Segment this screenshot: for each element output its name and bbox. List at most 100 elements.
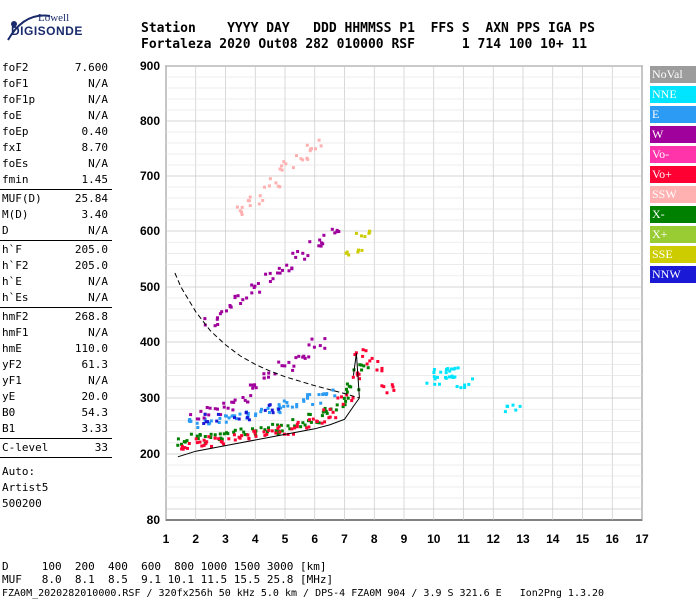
echo-point [335,230,339,234]
echo-point [258,194,262,198]
x-tick-label: 6 [311,532,318,546]
echo-point [259,410,263,414]
param-row: M(D) 3.40 [0,207,114,223]
echo-point [287,360,291,364]
echo-point [254,433,258,437]
echo-point [365,362,369,366]
echo-point [295,422,299,426]
echo-point [277,403,281,407]
echo-point [432,375,436,379]
echo-point [235,417,238,421]
x-axis-ticks: 1 2 3 4 5 6 7 8 9 10 11 12 13 14 15 16 17 [163,532,649,546]
echo-point [278,430,282,434]
echo-point [197,417,201,421]
echo-point [288,427,292,431]
echo-point [391,385,395,389]
echo-point [433,377,437,381]
param-value: 33 [94,441,108,454]
echo-point [346,396,350,400]
param-row: foF2 7.600 [0,60,114,76]
echo-point [198,440,202,444]
echo-point [258,290,262,294]
param-row: fxI 8.70 [0,140,114,156]
echo-point [433,382,437,386]
x-tick-label: 3 [222,532,229,546]
echo-point [268,280,272,283]
echo-point [225,309,228,313]
echo-point [380,384,384,388]
param-name: fmin [2,173,29,186]
echo-point [250,291,254,295]
echo-point [246,412,250,415]
echo-point [271,277,275,281]
legend-item: E [650,106,696,123]
echo-point [285,263,289,267]
echo-point [276,271,279,275]
echo-point [336,396,340,400]
echo-point [273,372,277,376]
echo-point [286,424,290,428]
echo-point [189,419,193,423]
auto-scaling-line: 500200 [2,497,42,510]
logo-arc-icon [7,14,51,41]
echo-point [305,156,309,160]
param-value: 61.3 [81,358,109,371]
param-name: hmE [2,342,22,355]
param-name: B1 [2,422,16,435]
echo-point [244,410,248,414]
echo-point [277,360,281,364]
echo-point [277,407,281,411]
param-separator [0,189,112,190]
y-tick-label: 600 [140,224,160,238]
echo-point [268,411,271,414]
echo-point [347,253,351,257]
param-row: yF1 N/A [0,373,114,389]
echo-point [218,312,222,316]
echo-point [282,160,286,164]
echo-point [351,375,355,379]
param-row: foF1p N/A [0,92,114,108]
echo-point [277,425,281,429]
echo-point [425,381,429,385]
echo-point [311,403,315,406]
echo-point [301,158,305,162]
x-tick-label: 12 [487,532,501,546]
echo-point [317,421,321,425]
echo-point [438,382,441,386]
echo-point [240,205,244,209]
echo-point [459,386,463,390]
echo-point [259,426,263,430]
echo-point [299,157,303,161]
echo-point [315,419,319,423]
echo-point [240,213,244,216]
param-value: 1.45 [81,173,109,186]
echo-point [345,382,349,386]
echo-point [295,425,299,429]
echo-point [195,434,199,438]
echo-point [503,410,507,414]
echo-point [194,437,198,441]
echo-point [360,248,364,252]
echo-point [237,417,241,421]
echo-point [252,286,256,289]
x-tick-label: 5 [282,532,289,546]
echo-point [307,412,311,416]
echo-point [222,442,225,446]
echo-point [274,431,278,435]
profile-curves [174,272,360,458]
echo-point [277,266,281,270]
echo-point [290,266,294,270]
echo-point [216,323,220,326]
echo-point [271,422,275,426]
echo-point [456,366,460,370]
y-tick-label: 500 [140,280,160,294]
echo-point [218,417,222,420]
echo-point [350,399,354,403]
echo-point [262,372,266,376]
echo-point [295,405,299,409]
echo-point [518,404,522,408]
echo-point [207,413,211,417]
echo-point [360,234,363,238]
param-name: yE [2,390,16,403]
echo-point [345,390,349,394]
